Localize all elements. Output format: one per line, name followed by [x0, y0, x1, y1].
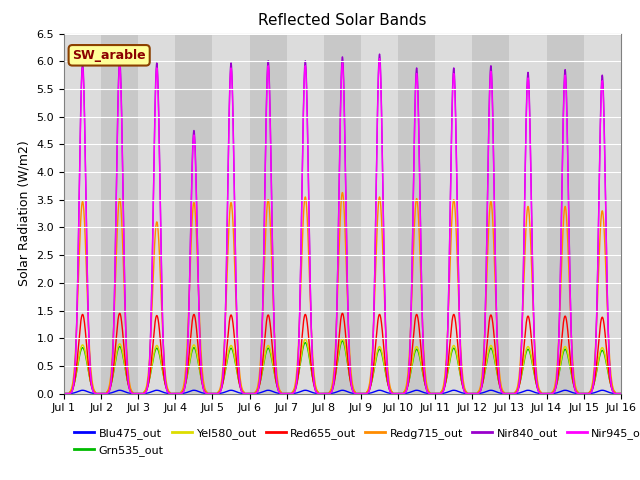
Y-axis label: Solar Radiation (W/m2): Solar Radiation (W/m2)	[18, 141, 31, 287]
Bar	[212, 34, 250, 394]
Bar	[435, 34, 472, 394]
Bar	[509, 34, 547, 394]
Bar	[324, 34, 361, 394]
Bar	[250, 34, 287, 394]
Bar	[584, 34, 621, 394]
Bar	[472, 34, 509, 394]
Text: SW_arable: SW_arable	[72, 49, 146, 62]
Title: Reflected Solar Bands: Reflected Solar Bands	[258, 13, 427, 28]
Bar	[64, 34, 101, 394]
Bar	[101, 34, 138, 394]
Bar	[138, 34, 175, 394]
Bar	[287, 34, 324, 394]
Legend: Blu475_out, Grn535_out, Yel580_out, Red655_out, Redg715_out, Nir840_out, Nir945_: Blu475_out, Grn535_out, Yel580_out, Red6…	[70, 424, 640, 460]
Bar	[398, 34, 435, 394]
Bar	[547, 34, 584, 394]
Bar	[175, 34, 212, 394]
Bar	[361, 34, 398, 394]
